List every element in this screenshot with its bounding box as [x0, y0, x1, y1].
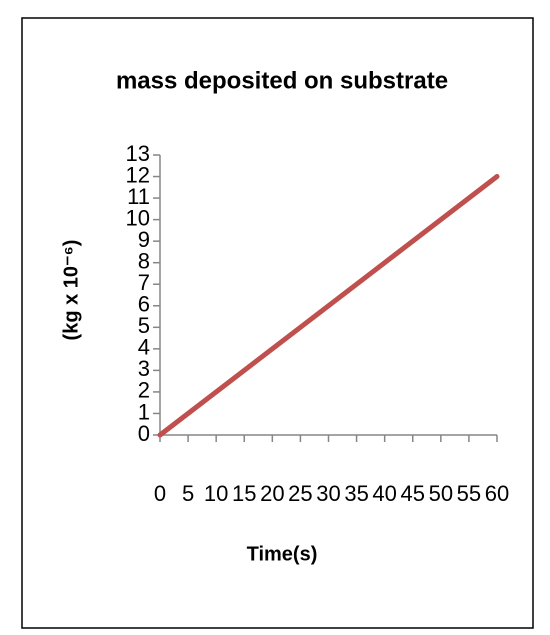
x-tick-label: 30 — [316, 481, 340, 506]
y-axis-label: (kg x 10⁻⁶) — [60, 240, 82, 341]
x-tick-label: 45 — [401, 481, 425, 506]
x-tick-label: 15 — [232, 481, 256, 506]
y-tick-label: 5 — [138, 313, 150, 338]
y-tick-label: 8 — [138, 249, 150, 274]
y-tick-label: 13 — [126, 141, 150, 166]
x-tick-label: 20 — [260, 481, 284, 506]
y-tick-label: 12 — [126, 162, 150, 187]
y-tick-label: 6 — [138, 292, 150, 317]
x-tick-label: 10 — [204, 481, 228, 506]
y-tick-label: 4 — [138, 335, 150, 360]
x-tick-label: 50 — [429, 481, 453, 506]
x-tick-label: 35 — [344, 481, 368, 506]
x-tick-label: 40 — [372, 481, 396, 506]
y-tick-label: 9 — [138, 227, 150, 252]
data-line — [157, 174, 500, 438]
x-tick-label: 55 — [457, 481, 481, 506]
y-tick-label: 3 — [138, 356, 150, 381]
y-tick-label: 2 — [138, 378, 150, 403]
chart-border — [21, 17, 534, 629]
x-tick-label: 25 — [288, 481, 312, 506]
x-tick-label: 60 — [485, 481, 509, 506]
y-tick-label: 10 — [126, 205, 150, 230]
y-tick-label: 11 — [127, 184, 150, 209]
chart-title: mass deposited on substrate — [116, 67, 448, 94]
y-tick-label: 1 — [138, 399, 150, 424]
y-tick-label: 0 — [138, 421, 150, 446]
x-axis-label: Time(s) — [247, 543, 318, 565]
x-tick-label: 5 — [182, 481, 194, 506]
y-tick-label: 7 — [138, 270, 150, 295]
x-tick-label: 0 — [154, 481, 166, 506]
